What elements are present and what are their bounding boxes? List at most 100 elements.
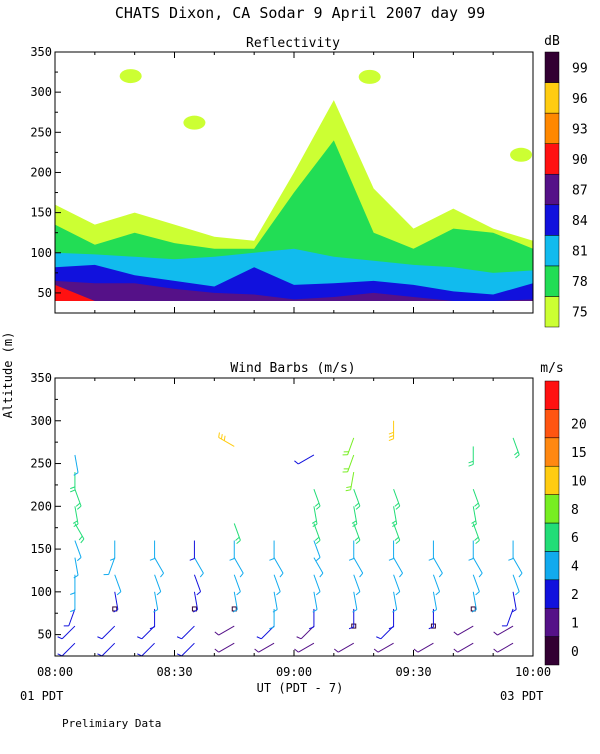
wind-barb-staff — [115, 575, 121, 592]
reflectivity-y-tick-label: 300 — [30, 85, 52, 99]
wind-colorbar-swatch — [545, 580, 559, 608]
wind-barb-staff — [182, 626, 195, 639]
wind-colorbar-label: 0 — [571, 645, 579, 660]
wind-barb-staff — [258, 643, 274, 652]
x-tick-label: 08:00 — [37, 665, 73, 679]
wind-barb-staff — [142, 643, 155, 656]
wind-barb-feather — [257, 637, 262, 639]
wind-barb-feather — [396, 506, 400, 509]
wind-barb-staff — [433, 575, 439, 592]
wind-barb-staff — [354, 523, 360, 540]
wind-barb-feather — [215, 632, 219, 635]
wind-barb-feather — [376, 637, 381, 639]
wind-barb-feather — [81, 539, 84, 543]
wind-barb-staff — [314, 575, 320, 592]
wind-barb-feather — [476, 540, 480, 543]
reflectivity-patch-2 — [120, 69, 142, 83]
wind-barb-staff — [394, 558, 403, 574]
wind-barb-staff — [234, 558, 243, 574]
wind-barb-feather — [374, 649, 378, 652]
wind-colorbar-swatch — [545, 381, 559, 409]
wind-barb-staff — [354, 575, 360, 592]
wind-barb-feather — [469, 464, 474, 466]
wind-barb-feather — [389, 436, 394, 438]
reflectivity-colorbar-label: 81 — [572, 245, 588, 260]
x-tick-label: 10:00 — [515, 665, 551, 679]
wind-barb-staff — [354, 558, 363, 574]
left-footer: 01 PDT — [20, 689, 63, 703]
wind-barb-staff — [513, 558, 522, 574]
wind-barb-staff — [102, 643, 115, 656]
reflectivity-colorbar-label: 96 — [572, 92, 588, 107]
wind-barb-staff — [418, 643, 434, 652]
reflectivity-colorbar-swatch — [545, 52, 559, 83]
wind-barb-feather — [153, 610, 157, 613]
wind-barb-staff — [274, 575, 280, 592]
wind-colorbar-swatch — [545, 523, 559, 551]
wind-barb-feather — [70, 487, 75, 489]
wind-barb-feather — [454, 649, 458, 652]
wind-barb-staff — [75, 489, 81, 506]
wind-colorbar-swatch — [545, 409, 559, 437]
wind-barb-feather — [475, 537, 479, 540]
wind-barb-feather — [356, 540, 360, 543]
wind-barb-staff — [298, 455, 314, 464]
right-footer: 03 PDT — [500, 689, 543, 703]
x-axis-label: UT (PDT - 7) — [257, 681, 344, 695]
wind-barb-feather — [392, 521, 396, 524]
wind-barb-staff — [219, 643, 235, 652]
wind-barb-feather — [519, 573, 522, 577]
wind-barb-feather — [395, 503, 399, 506]
reflectivity-patch-0 — [183, 116, 205, 130]
wind-y-tick-label: 100 — [30, 585, 52, 599]
reflectivity-colorbar-label: 87 — [572, 184, 588, 199]
wind-barb-staff — [433, 558, 442, 574]
wind-barb-staff — [473, 575, 479, 592]
wind-barb-feather — [389, 439, 394, 441]
wind-barb-feather — [316, 557, 320, 560]
wind-barb-feather — [334, 649, 338, 652]
wind-colorbar-swatch — [545, 495, 559, 523]
wind-barb-feather — [224, 436, 225, 441]
reflectivity-colorbar-swatch — [545, 205, 559, 236]
wind-barb-feather — [436, 592, 440, 595]
wind-barb-feather — [117, 592, 121, 595]
wind-barb-staff — [394, 575, 400, 592]
wind-barb-feather — [200, 573, 203, 577]
wind-colorbar-label: 10 — [571, 474, 587, 489]
wind-y-tick-label: 250 — [30, 457, 52, 471]
wind-barb-feather — [320, 573, 323, 577]
wind-barb-feather — [312, 521, 316, 524]
wind-barb-feather — [396, 540, 400, 543]
wind-barb-feather — [392, 610, 396, 613]
wind-barb-staff — [378, 643, 394, 652]
reflectivity-colorbar-swatch — [545, 235, 559, 266]
wind-barb-feather — [355, 537, 359, 540]
wind-colorbar-label: 2 — [571, 588, 579, 603]
wind-barb-staff — [155, 575, 161, 592]
wind-barb-feather — [70, 490, 75, 492]
wind-barb-feather — [389, 559, 394, 561]
reflectivity-y-tick-label: 100 — [30, 246, 52, 260]
wind-barb-staff — [348, 438, 354, 455]
wind-barb-feather — [494, 632, 498, 635]
wind-barb-staff — [458, 643, 474, 652]
wind-barb-feather — [352, 521, 356, 524]
wind-barb-staff — [274, 558, 283, 574]
wind-barb-feather — [137, 637, 142, 639]
wind-barb-feather — [190, 559, 195, 561]
wind-barb-staff — [194, 558, 203, 574]
wind-barb-feather — [346, 487, 351, 488]
wind-colorbar-label: 20 — [571, 418, 587, 433]
y-axis-label: Altitude (m) — [1, 332, 15, 419]
reflectivity-plot-area — [55, 69, 533, 301]
wind-barb-staff — [219, 437, 235, 446]
reflectivity-y-tick-label: 150 — [30, 206, 52, 220]
wind-barb-staff — [348, 455, 354, 472]
wind-barb-feather — [297, 637, 302, 639]
wind-barb-feather — [79, 536, 82, 540]
wind-barb-feather — [215, 649, 219, 652]
wind-colorbar-swatch — [545, 466, 559, 494]
wind-barb-feather — [230, 559, 235, 561]
